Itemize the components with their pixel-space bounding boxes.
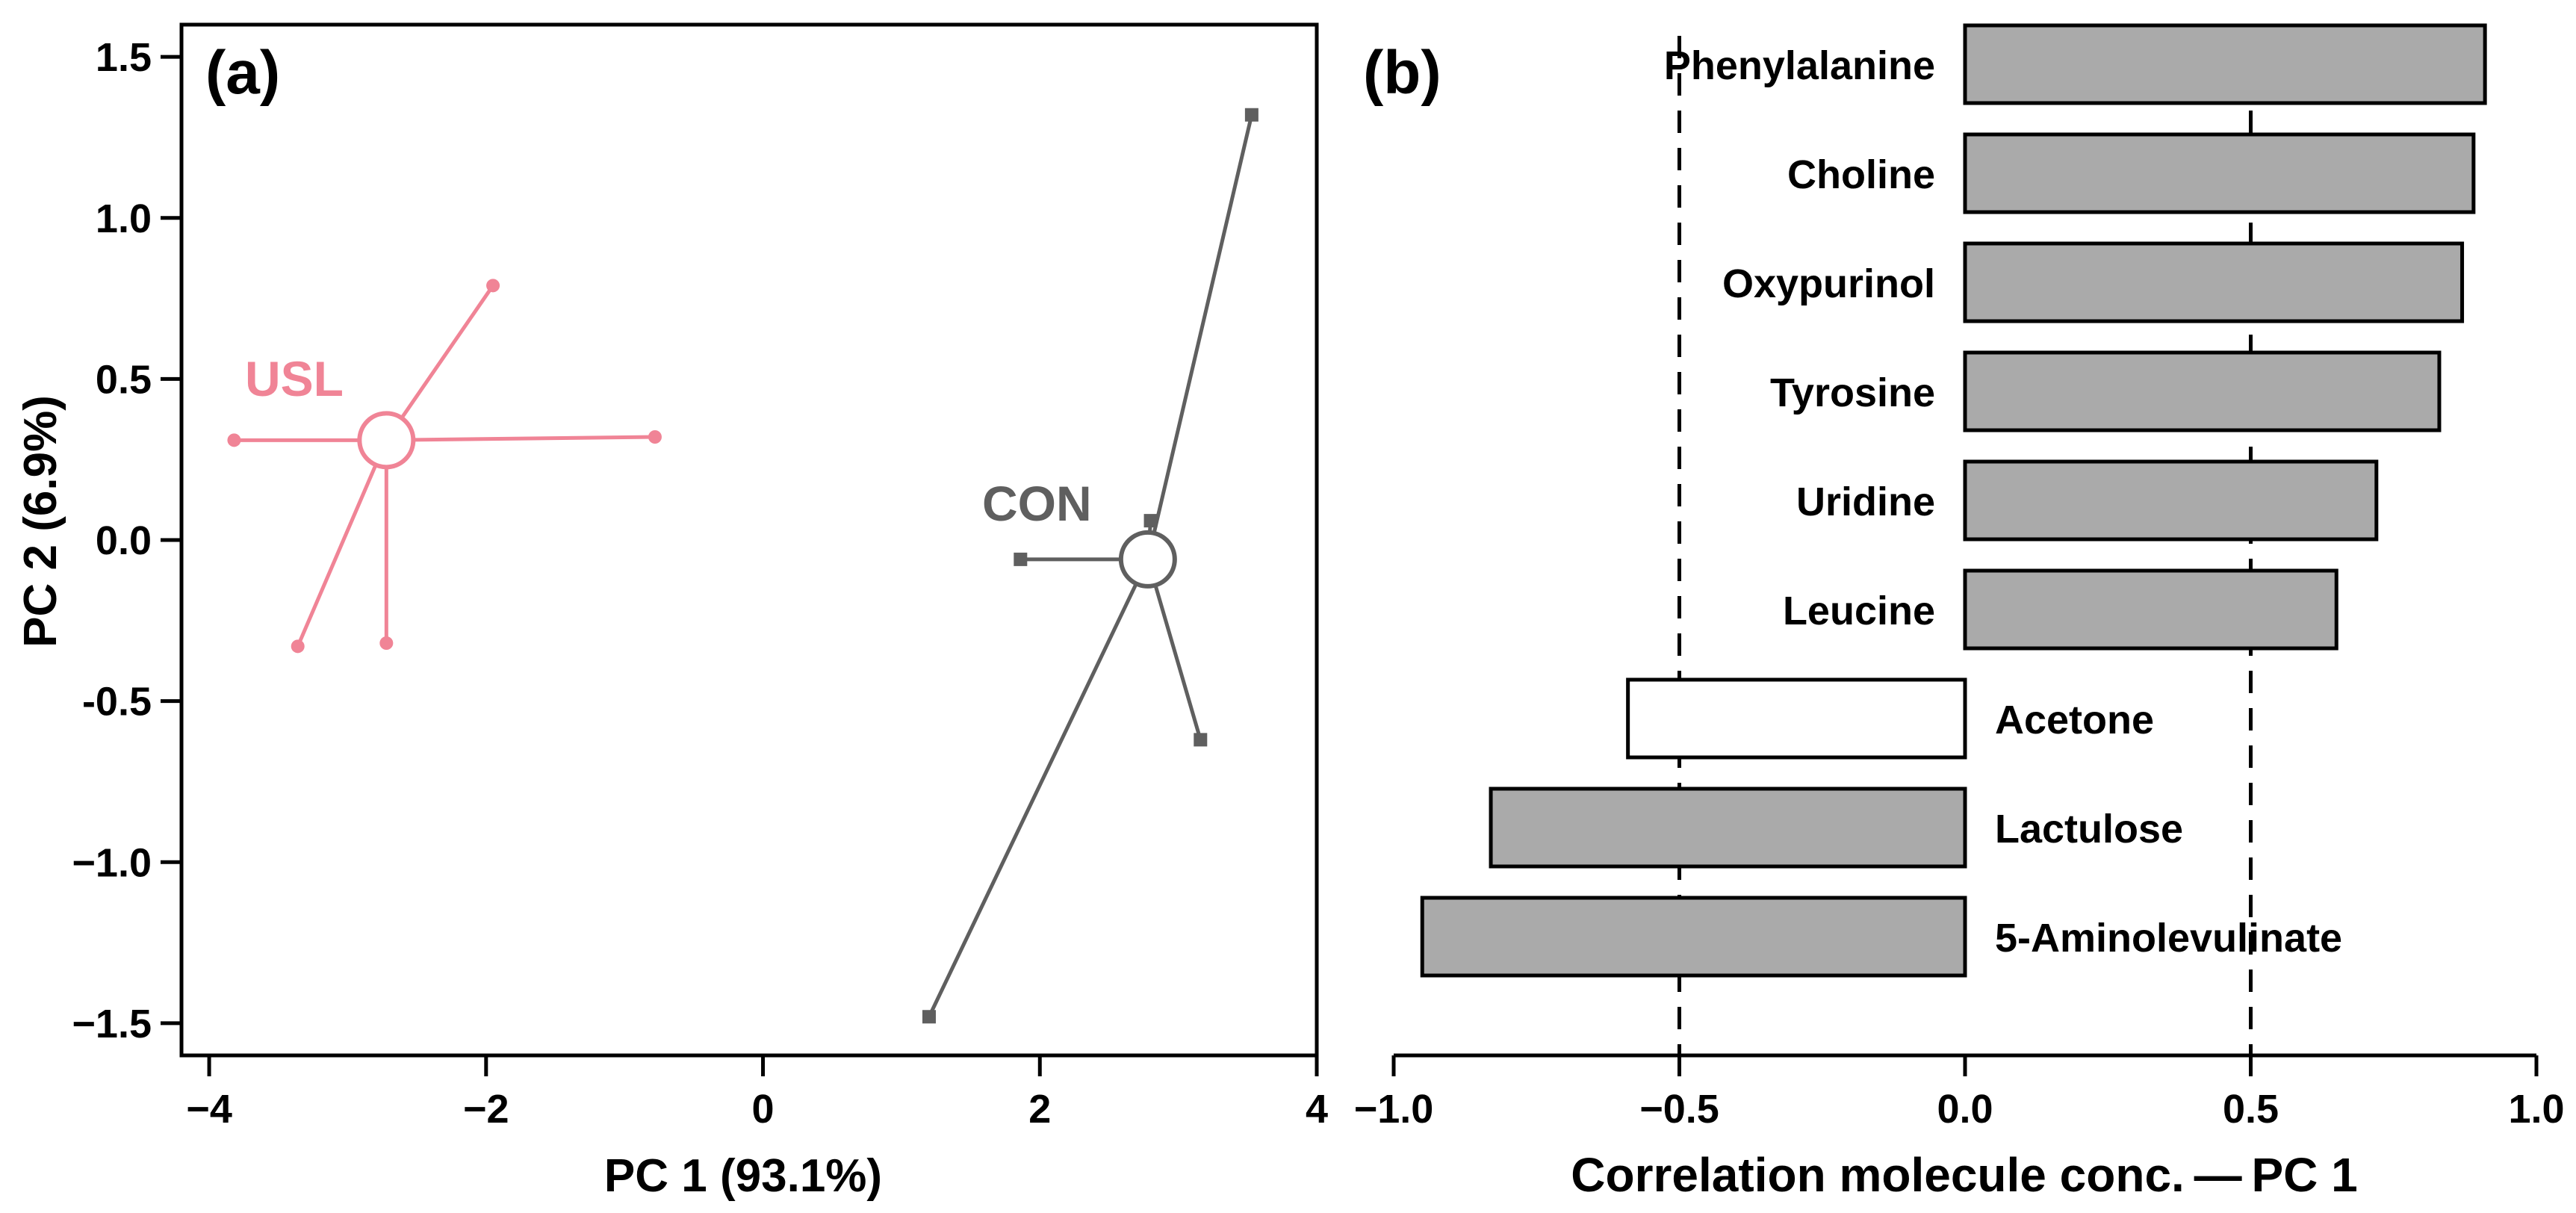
data-point-con [1014,552,1028,566]
data-point-usl [486,279,500,293]
group-label-con: CON [982,476,1092,531]
x-tick-label: 1.0 [2508,1087,2564,1132]
bar [1963,23,2487,105]
y-tick-label: 0.5 [96,357,152,402]
x-tick-label: −0.5 [1639,1087,1719,1132]
spoke-con [1146,114,1254,560]
y-tick-label: 0.0 [96,518,152,563]
y-tick-label: -0.5 [82,680,152,725]
bar-label: Tyrosine [1770,370,1935,415]
data-point-con [1143,514,1158,528]
panel-a-y-axis: 1.5 1.0 0.5 0.0 -0.5 −1.0 −1.5 [72,35,181,1046]
panel-a-y-axis-title: PC 2 (6.9%) [15,395,66,648]
panel-a-x-axis: −4 −2 0 2 4 [186,1055,1328,1132]
bar-label: Uridine [1796,480,1935,524]
data-point-usl [648,430,662,444]
x-tick-label: −4 [186,1087,232,1132]
panel-a-label: (a) [205,39,280,107]
bar [1963,350,2442,432]
bar-label: Choline [1787,152,1935,197]
bar [1963,459,2379,542]
group-label-usl: USL [245,351,344,406]
bar-label: Lactulose [1995,807,2183,851]
panel-b-plot-area: Phenylalanine Choline Oxypurinol Tyrosine Ur… [1420,23,2487,1055]
bar [1963,132,2476,214]
bar [1626,677,1967,760]
bar [1420,896,1967,978]
panel-b-label: (b) [1363,39,1441,107]
bar [1963,568,2338,651]
data-point-usl [291,639,305,654]
bar-label: 5-Aminolevulinate [1995,916,2342,961]
bar [1963,241,2465,323]
y-tick-label: 1.5 [96,35,152,80]
y-tick-label: −1.0 [72,840,152,885]
bar-label: Phenylalanine [1664,43,1935,88]
x-tick-label: −1.0 [1354,1087,1434,1132]
data-point-usl [379,636,394,650]
centroid-usl [357,411,416,470]
x-tick-label: 2 [1028,1087,1051,1132]
spoke-usl [385,284,495,441]
data-point-con [922,1010,936,1024]
bar-label: Oxypurinol [1722,261,1935,306]
x-tick-label: 0 [752,1087,775,1132]
bar [1489,787,1967,869]
x-tick-label: 0.0 [1937,1087,1993,1132]
centroid-con [1118,530,1177,589]
panel-a-plot-area [227,108,1258,1024]
x-tick-label: 4 [1306,1087,1328,1132]
spoke-con [927,558,1150,1018]
bar-label: Acetone [1995,698,2154,742]
data-point-con [1244,108,1258,122]
y-tick-label: 1.0 [96,196,152,241]
panel-a: (a) 1.5 1.0 0.5 0.0 -0.5 −1.0 −1.5 −4 −2 0 2 4 PC … [15,22,1328,1202]
spoke-usl [296,439,388,648]
spoke-usl [386,435,655,442]
data-point-con [1194,733,1208,747]
panel-a-x-axis-title: PC 1 (93.1%) [604,1150,882,1202]
y-tick-label: −1.5 [72,1002,152,1046]
panel-b: (b) Phenylalanine Choline Oxypurinol Tyrosi… [1354,23,2565,1202]
x-tick-label: −2 [463,1087,509,1132]
spoke-con [1146,559,1202,741]
panel-b-x-axis-title: Correlation molecule conc. — PC 1 [1571,1148,2357,1202]
data-point-usl [227,433,241,447]
x-tick-label: 0.5 [2223,1087,2279,1132]
bar-label: Leucine [1783,589,1935,633]
panel-b-x-axis: −1.0 −0.5 0.0 0.5 1.0 [1354,1053,2565,1132]
